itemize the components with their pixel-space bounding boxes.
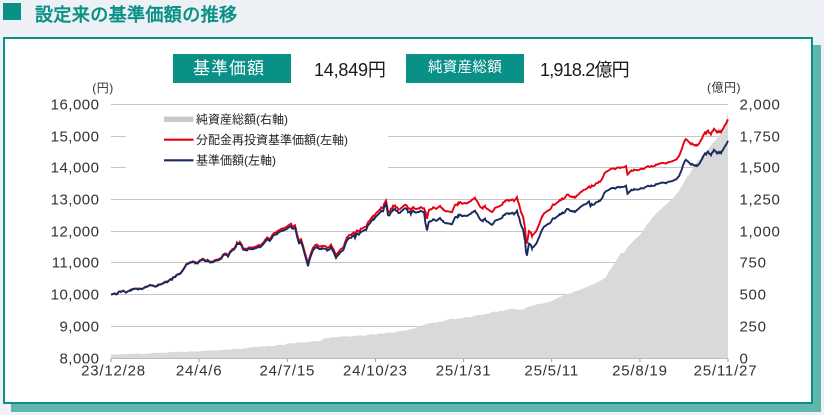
svg-text:12,000: 12,000 bbox=[51, 223, 100, 240]
svg-text:25/1/31: 25/1/31 bbox=[436, 363, 492, 380]
svg-text:11,000: 11,000 bbox=[52, 254, 100, 271]
svg-text:基準価額(左軸): 基準価額(左軸) bbox=[196, 153, 276, 168]
svg-text:(億円): (億円) bbox=[707, 81, 741, 95]
svg-text:24/7/15: 24/7/15 bbox=[259, 363, 315, 380]
svg-text:純資産総額(右軸): 純資産総額(右軸) bbox=[196, 112, 288, 127]
svg-text:1,750: 1,750 bbox=[740, 128, 781, 145]
svg-text:25/5/11: 25/5/11 bbox=[524, 363, 579, 380]
svg-text:1,500: 1,500 bbox=[740, 159, 781, 176]
svg-text:750: 750 bbox=[740, 254, 767, 271]
svg-text:15,000: 15,000 bbox=[51, 128, 100, 145]
svg-text:0: 0 bbox=[740, 350, 749, 367]
svg-text:10,000: 10,000 bbox=[51, 286, 100, 303]
svg-text:13,000: 13,000 bbox=[51, 191, 100, 208]
svg-text:9,000: 9,000 bbox=[59, 318, 99, 335]
svg-text:分配金再投資基準価額(左軸): 分配金再投資基準価額(左軸) bbox=[196, 132, 348, 147]
svg-text:1,250: 1,250 bbox=[740, 191, 781, 208]
svg-text:8,000: 8,000 bbox=[59, 350, 99, 367]
svg-text:500: 500 bbox=[740, 286, 767, 303]
svg-text:23/12/28: 23/12/28 bbox=[81, 363, 146, 380]
svg-text:(円): (円) bbox=[92, 81, 114, 95]
svg-text:2,000: 2,000 bbox=[740, 96, 781, 113]
svg-text:14,000: 14,000 bbox=[51, 159, 100, 176]
svg-text:24/10/23: 24/10/23 bbox=[343, 363, 408, 380]
svg-text:25/11/27: 25/11/27 bbox=[694, 363, 758, 380]
svg-text:250: 250 bbox=[740, 318, 767, 335]
svg-text:25/8/19: 25/8/19 bbox=[612, 363, 668, 380]
svg-text:24/4/6: 24/4/6 bbox=[176, 363, 223, 380]
svg-text:1,000: 1,000 bbox=[740, 223, 781, 240]
svg-text:16,000: 16,000 bbox=[51, 96, 100, 113]
